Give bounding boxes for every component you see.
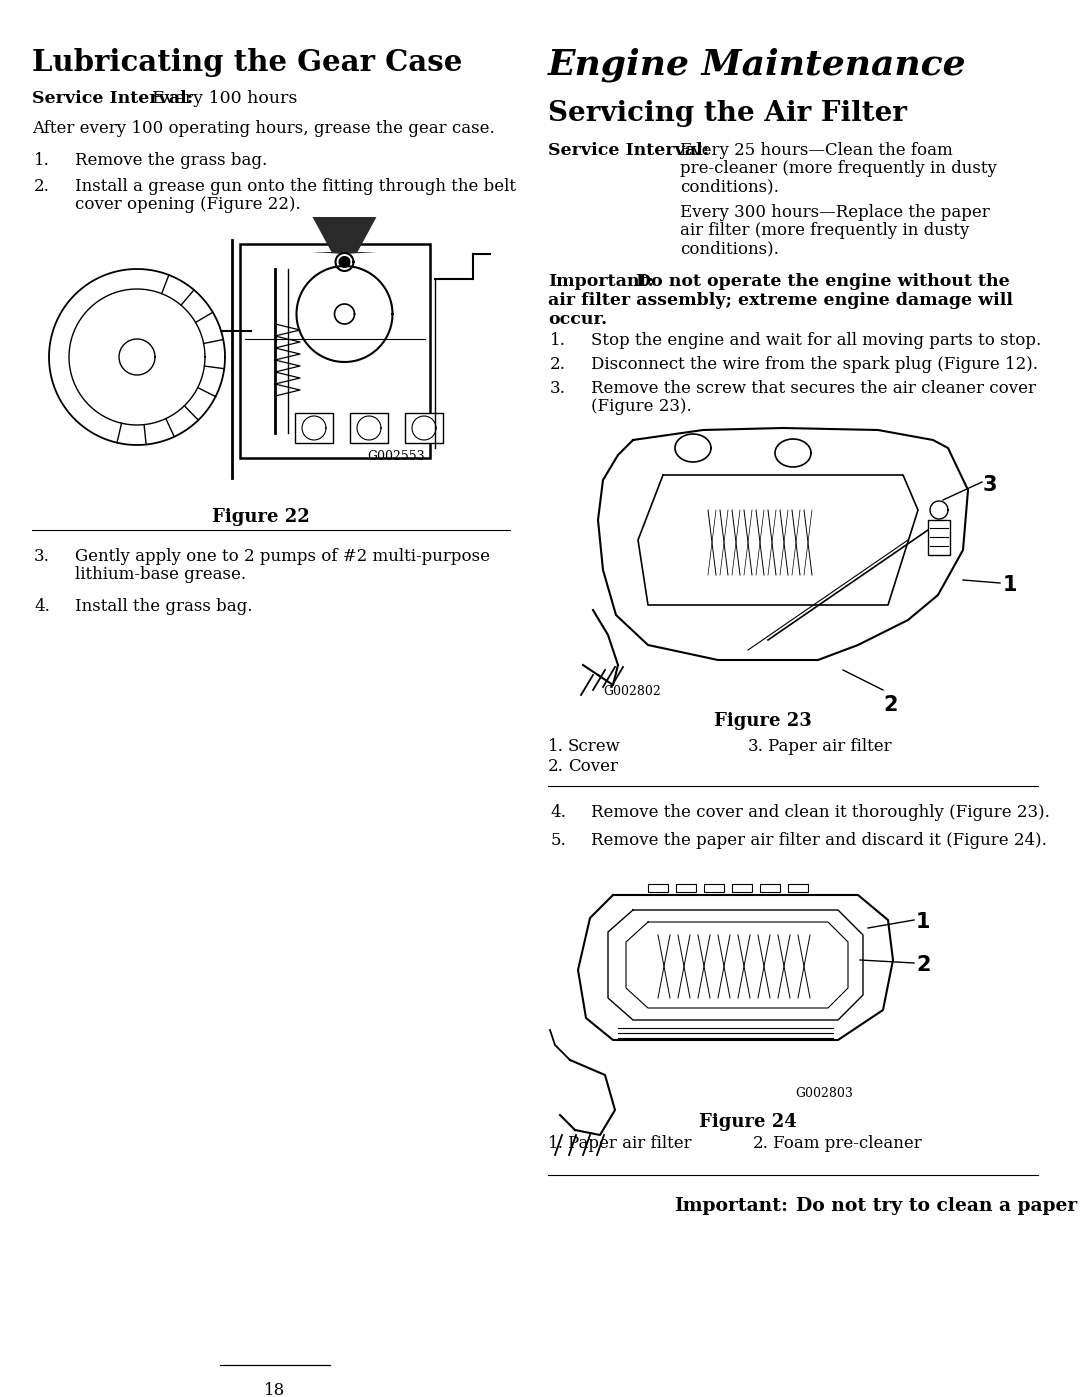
Text: Do not try to clean a paper filter.: Do not try to clean a paper filter. — [796, 1197, 1080, 1215]
Text: Important:: Important: — [674, 1197, 788, 1215]
Text: Every 300 hours—Replace the paper: Every 300 hours—Replace the paper — [680, 204, 989, 221]
Text: 2: 2 — [883, 694, 897, 715]
Text: Remove the grass bag.: Remove the grass bag. — [75, 152, 267, 169]
Text: 2.: 2. — [548, 759, 564, 775]
Text: Do not operate the engine without the: Do not operate the engine without the — [630, 272, 1010, 291]
Text: Figure 23: Figure 23 — [714, 712, 812, 731]
Text: Important:: Important: — [548, 272, 654, 291]
Text: 1.: 1. — [548, 738, 564, 754]
Bar — [240, 244, 430, 458]
Text: 1: 1 — [1003, 576, 1017, 595]
Text: air filter (more frequently in dusty: air filter (more frequently in dusty — [680, 222, 970, 239]
Text: 4.: 4. — [550, 805, 566, 821]
Text: After every 100 operating hours, grease the gear case.: After every 100 operating hours, grease … — [32, 120, 495, 137]
Text: 2.: 2. — [550, 356, 566, 373]
Text: conditions).: conditions). — [680, 177, 779, 196]
Text: (Figure 23).: (Figure 23). — [591, 398, 692, 415]
Text: cover opening (Figure 22).: cover opening (Figure 22). — [75, 196, 300, 212]
Polygon shape — [928, 520, 950, 555]
Text: Remove the screw that secures the air cleaner cover: Remove the screw that secures the air cl… — [591, 380, 1036, 397]
Text: 4.: 4. — [35, 598, 50, 615]
Text: Remove the cover and clean it thoroughly (Figure 23).: Remove the cover and clean it thoroughly… — [591, 805, 1050, 821]
Text: Servicing the Air Filter: Servicing the Air Filter — [548, 101, 907, 127]
Text: occur.: occur. — [548, 312, 607, 328]
Text: Lubricating the Gear Case: Lubricating the Gear Case — [32, 47, 462, 77]
Bar — [704, 884, 724, 893]
Text: Figure 24: Figure 24 — [699, 1113, 797, 1132]
Text: 3.: 3. — [35, 548, 50, 564]
Text: Service Interval:: Service Interval: — [548, 142, 710, 159]
Text: Engine Maintenance: Engine Maintenance — [548, 47, 967, 82]
Text: 18: 18 — [265, 1382, 285, 1397]
Text: Install the grass bag.: Install the grass bag. — [75, 598, 253, 615]
Text: Paper air filter: Paper air filter — [568, 1134, 691, 1153]
Text: lithium-base grease.: lithium-base grease. — [75, 566, 246, 583]
Text: Foam pre-cleaner: Foam pre-cleaner — [773, 1134, 921, 1153]
Text: 2.: 2. — [35, 177, 50, 196]
Text: 5.: 5. — [550, 833, 566, 849]
Text: Service Interval:: Service Interval: — [32, 89, 193, 108]
Text: G002553: G002553 — [367, 450, 426, 462]
Text: conditions).: conditions). — [680, 240, 779, 257]
Text: 1: 1 — [916, 912, 931, 932]
Text: Remove the paper air filter and discard it (Figure 24).: Remove the paper air filter and discard … — [591, 833, 1047, 849]
Bar — [676, 884, 696, 893]
Text: 3.: 3. — [550, 380, 566, 397]
Bar — [405, 414, 443, 443]
Text: 3: 3 — [983, 475, 998, 495]
Text: G002802: G002802 — [603, 685, 661, 698]
Text: 1.: 1. — [550, 332, 566, 349]
Bar — [295, 414, 333, 443]
Text: 2.: 2. — [753, 1134, 769, 1153]
Text: 1.: 1. — [548, 1134, 564, 1153]
Text: G002803: G002803 — [795, 1087, 853, 1099]
Text: 3.: 3. — [748, 738, 764, 754]
Text: Disconnect the wire from the spark plug (Figure 12).: Disconnect the wire from the spark plug … — [591, 356, 1038, 373]
Text: Figure 22: Figure 22 — [212, 509, 310, 527]
Text: Install a grease gun onto the fitting through the belt: Install a grease gun onto the fitting th… — [75, 177, 516, 196]
Bar — [648, 884, 669, 893]
Bar — [732, 884, 752, 893]
Text: 1.: 1. — [35, 152, 50, 169]
Text: pre-cleaner (more frequently in dusty: pre-cleaner (more frequently in dusty — [680, 161, 997, 177]
Text: Every 100 hours: Every 100 hours — [152, 89, 297, 108]
Polygon shape — [311, 217, 378, 254]
Text: Cover: Cover — [568, 759, 618, 775]
Text: air filter assembly; extreme engine damage will: air filter assembly; extreme engine dama… — [548, 292, 1013, 309]
Bar — [760, 884, 780, 893]
Text: Stop the engine and wait for all moving parts to stop.: Stop the engine and wait for all moving … — [591, 332, 1041, 349]
Polygon shape — [338, 256, 351, 268]
Text: Screw: Screw — [568, 738, 621, 754]
Bar — [350, 414, 388, 443]
Text: Gently apply one to 2 pumps of #2 multi-purpose: Gently apply one to 2 pumps of #2 multi-… — [75, 548, 490, 564]
Text: Paper air filter: Paper air filter — [768, 738, 892, 754]
Text: 2: 2 — [916, 956, 931, 975]
Text: Every 25 hours—Clean the foam: Every 25 hours—Clean the foam — [680, 142, 953, 159]
Bar — [788, 884, 808, 893]
